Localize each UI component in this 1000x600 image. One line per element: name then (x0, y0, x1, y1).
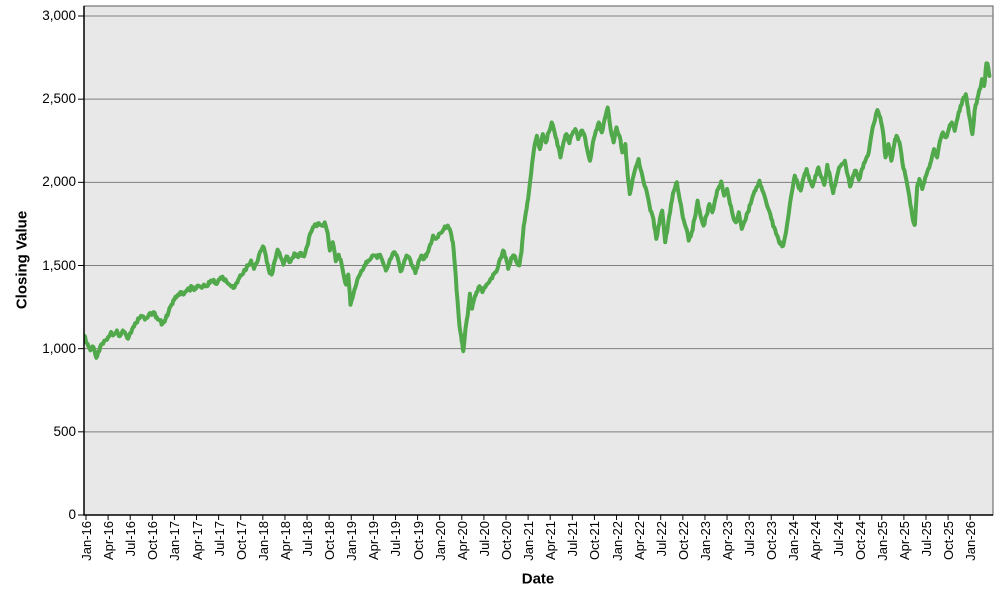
x-tick-label: Jan-17 (167, 521, 183, 561)
x-tick-label: Oct-18 (322, 521, 338, 561)
x-tick-label: Jan-24 (786, 521, 802, 561)
y-tick-label: 1,000 (42, 340, 76, 356)
x-tick-label: Jul-23 (742, 521, 758, 557)
y-tick-label: 0 (68, 507, 76, 522)
x-tick-label: Jul-25 (918, 521, 934, 557)
y-tick-label: 2,500 (42, 91, 76, 107)
x-tick-label: Apr-24 (808, 521, 824, 561)
x-tick-label: Oct-20 (498, 521, 514, 561)
x-tick-label: Jul-16 (123, 521, 139, 557)
gridlines (84, 15, 993, 433)
x-tick-label: Jan-22 (609, 521, 625, 561)
x-tick-label: Apr-22 (631, 521, 647, 561)
x-tick-label: Oct-16 (145, 521, 161, 561)
x-tick-label: Apr-17 (189, 521, 205, 561)
x-tick-label: Jan-19 (344, 521, 360, 561)
x-axis-title: Date (521, 570, 555, 588)
x-tick-label: Oct-25 (941, 521, 957, 561)
axes (78, 6, 993, 520)
x-tick-label: Apr-25 (896, 521, 912, 561)
x-tick-label: Jan-18 (255, 521, 271, 561)
x-tick-label: Oct-22 (675, 521, 691, 561)
x-tick-label: Jan-16 (79, 521, 94, 561)
y-tick-label: 500 (53, 423, 76, 439)
x-tick-label: Jan-25 (874, 521, 890, 561)
x-tick-label: Jul-17 (211, 521, 227, 557)
x-tick-label: Oct-17 (233, 521, 249, 561)
x-tick-label: Jul-21 (565, 521, 581, 557)
x-tick-label: Apr-16 (101, 521, 117, 561)
x-tick-label: Apr-21 (543, 521, 559, 561)
x-tick-label: Oct-21 (587, 521, 603, 561)
x-tick-label: Jan-26 (963, 521, 979, 561)
x-tick-label: Jan-21 (521, 521, 537, 561)
x-tick-label: Jul-22 (653, 521, 669, 557)
x-tick-label: Apr-19 (366, 521, 382, 561)
y-tick-label: 3,000 (42, 8, 76, 23)
x-tick-label: Jul-19 (388, 521, 404, 557)
x-tick-label: Jan-23 (697, 521, 713, 561)
x-tick-label: Apr-20 (454, 521, 470, 561)
plot-area (83, 5, 994, 516)
y-axis-title: Closing Value (13, 210, 31, 310)
x-tick-label: Jul-24 (830, 521, 846, 557)
y-tick-label: 2,000 (42, 174, 76, 190)
series-line-Closing Value (84, 61, 992, 360)
x-tick-label: Jul-18 (300, 521, 316, 557)
y-tick-label: 1,500 (42, 257, 76, 273)
x-tick-label: Oct-19 (410, 521, 426, 561)
x-tick-label: Jul-20 (476, 521, 492, 557)
x-tick-label: Apr-23 (720, 521, 736, 561)
x-tick-label: Apr-18 (277, 521, 293, 561)
x-tick-label: Oct-24 (852, 521, 868, 561)
x-tick-label: Oct-23 (764, 521, 780, 561)
x-tick-label: Jan-20 (432, 521, 448, 561)
